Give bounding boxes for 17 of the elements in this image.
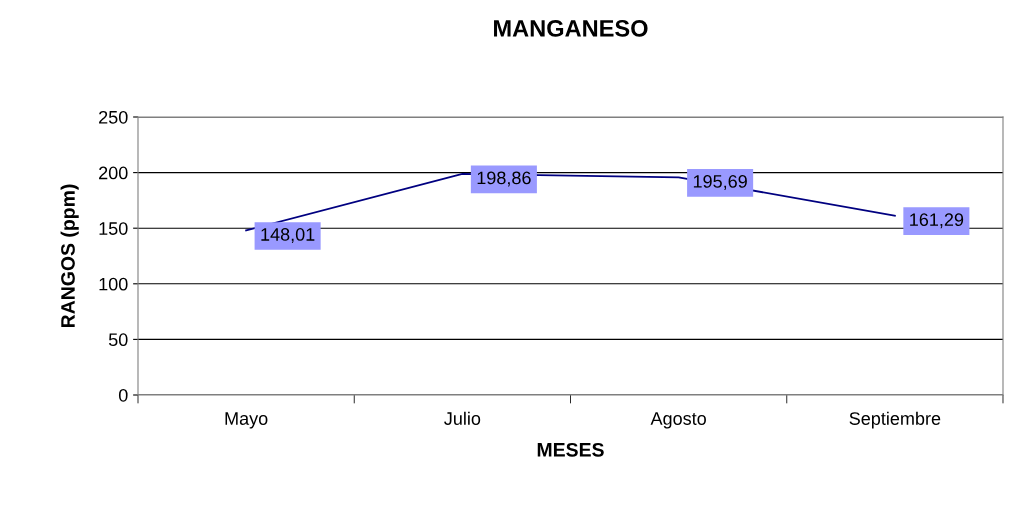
x-tick-label: Septiembre xyxy=(849,411,941,429)
data-label: 198,86 xyxy=(477,171,531,187)
y-tick-label: 0 xyxy=(118,388,128,402)
chart-title: MANGANESO xyxy=(494,19,648,37)
data-label: 195,69 xyxy=(693,175,747,190)
y-axis-title: RANGOS (ppm) xyxy=(60,184,79,328)
y-tick-label: 50 xyxy=(108,333,128,347)
x-tick-label: Mayo xyxy=(225,412,268,429)
data-label: 148,01 xyxy=(261,228,315,243)
y-tick-label: 250 xyxy=(99,110,128,124)
data-label: 161,29 xyxy=(910,213,964,229)
x-tick-label: Julio xyxy=(444,411,481,425)
y-tick-label: 150 xyxy=(99,222,128,235)
y-tick-label: 200 xyxy=(99,166,128,180)
y-tick-label: 100 xyxy=(99,277,128,291)
x-tick-label: Agosto xyxy=(650,412,706,429)
x-axis-title: MESES xyxy=(537,442,604,457)
